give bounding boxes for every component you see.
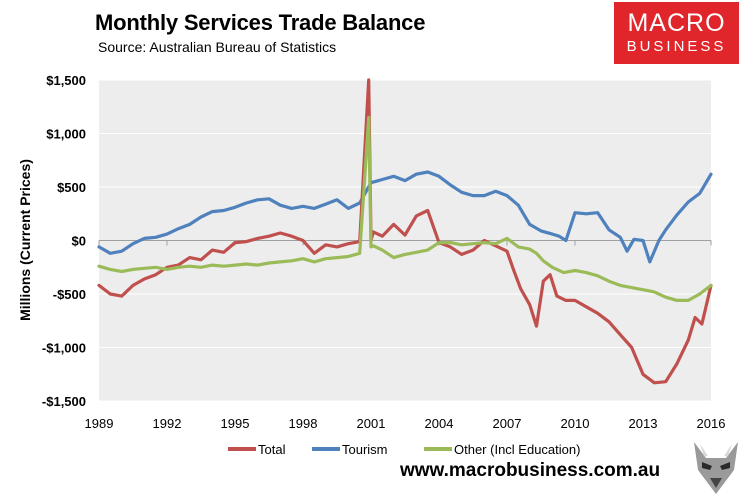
x-axis-tick-labels: 1989 1992 1995 1998 2001 2004 2007 2010 2013 2016 [85,416,726,431]
y-tick-label: $0 [72,234,86,249]
x-tick-label: 2001 [357,416,386,431]
x-tick-label: 2010 [561,416,590,431]
legend-label: Other (Incl Education) [454,442,580,457]
y-tick-label: $1,000 [46,127,86,142]
y-tick-label: -$1,500 [42,394,86,409]
y-tick-label: $1,500 [46,73,86,88]
legend-label: Tourism [342,442,388,457]
y-tick-label: -$1,000 [42,341,86,356]
y-tick-label: -$500 [53,287,86,302]
series-tourism-line [97,170,713,264]
macrobusiness-logo: MACRO BUSINESS [614,2,739,64]
legend-label: Total [258,442,286,457]
x-tick-label: 2004 [425,416,454,431]
y-tick-label: $500 [57,180,86,195]
wolf-mascot-icon [694,442,738,494]
x-tick-label: 1998 [289,416,318,431]
legend-item-other: Other (Incl Education) [424,442,580,457]
x-tick-label: 1992 [153,416,182,431]
legend: Total Tourism Other (Incl Education) [228,442,580,457]
legend-item-total: Total [228,442,286,457]
series-other-line [97,115,713,302]
logo-line-1: MACRO [627,9,726,37]
x-tick-label: 2007 [493,416,522,431]
x-tick-label: 1995 [221,416,250,431]
y-axis-label: Millions (Current Prices) [17,159,33,321]
chart-title: Monthly Services Trade Balance [95,10,426,35]
x-tick-label: 1989 [85,416,114,431]
logo-line-2: BUSINESS [626,38,727,55]
x-tick-label: 2016 [697,416,726,431]
gridlines [99,79,711,402]
x-tick-label: 2013 [629,416,658,431]
legend-item-tourism: Tourism [312,442,388,457]
website-url: www.macrobusiness.com.au [400,460,661,481]
series-total-line [97,78,713,385]
chart-source: Source: Australian Bureau of Statistics [98,39,337,55]
series-layer [97,78,713,385]
y-axis-tick-labels: $1,500 $1,000 $500 $0 -$500 -$1,000 -$1,500 [42,73,86,409]
